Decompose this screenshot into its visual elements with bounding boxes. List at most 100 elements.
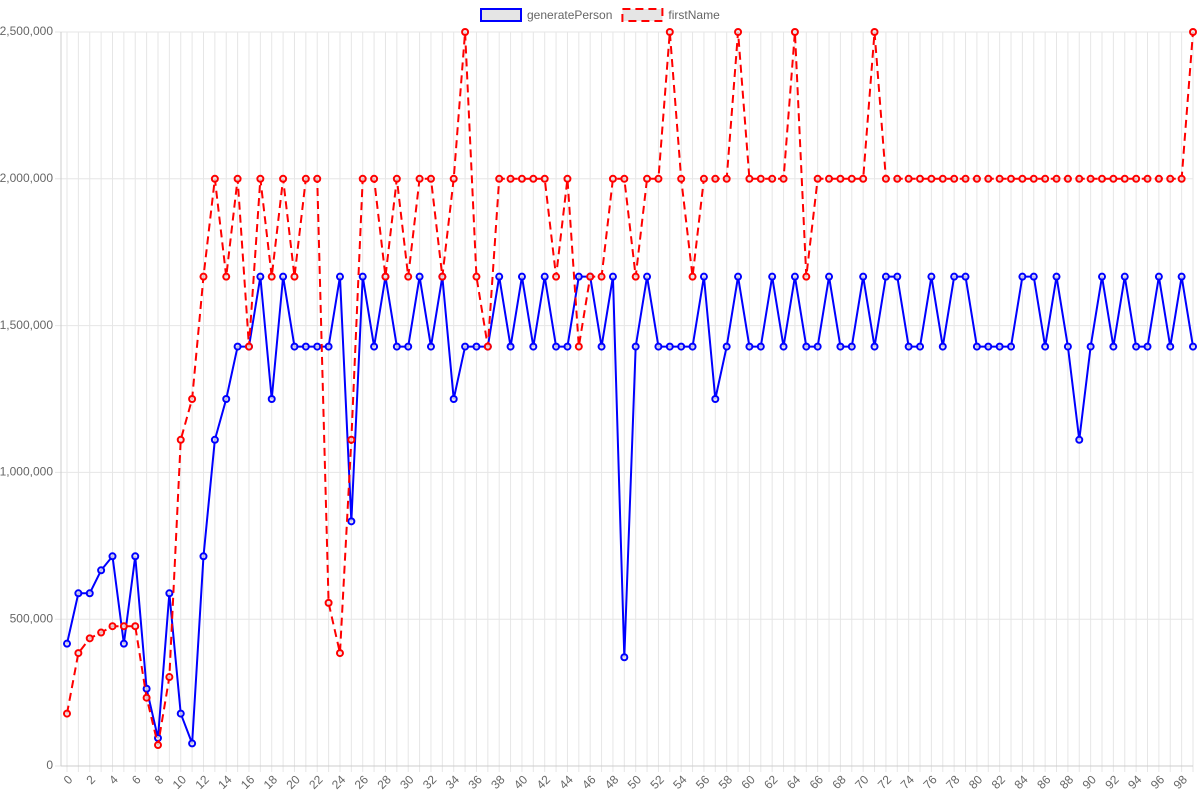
legend-label: generatePerson (527, 8, 612, 22)
x-tick-label: 46 (579, 772, 599, 792)
data-point (1052, 174, 1061, 183)
x-tick-label: 16 (238, 772, 258, 792)
data-point (506, 342, 515, 351)
y-tick-label: 1,000,000 (0, 465, 53, 479)
y-tick-label: 500,000 (10, 611, 54, 625)
data-point (961, 272, 970, 281)
data-point (290, 342, 299, 351)
data-point (1154, 174, 1163, 183)
data-point (847, 342, 856, 351)
data-point (540, 272, 549, 281)
x-tick-label: 40 (511, 772, 531, 792)
data-point (586, 272, 595, 281)
data-point (1143, 174, 1152, 183)
data-point (472, 342, 481, 351)
data-point (620, 653, 629, 662)
data-point (1063, 342, 1072, 351)
data-point (847, 174, 856, 183)
y-tick-label: 1,500,000 (0, 318, 53, 332)
x-tick-label: 8 (152, 772, 167, 787)
x-tick-label: 98 (1171, 772, 1191, 792)
data-point (881, 272, 890, 281)
data-point (904, 174, 913, 183)
legend-item[interactable]: generatePerson (480, 8, 612, 22)
data-point (734, 272, 743, 281)
data-point (74, 589, 83, 598)
data-point (540, 174, 549, 183)
data-point (301, 342, 310, 351)
x-tick-label: 50 (625, 772, 645, 792)
data-point (188, 739, 197, 748)
data-point (1007, 342, 1016, 351)
data-point (745, 342, 754, 351)
data-point (426, 174, 435, 183)
data-point (654, 174, 663, 183)
data-point (677, 342, 686, 351)
data-point (688, 342, 697, 351)
data-point (222, 272, 231, 281)
data-point (722, 174, 731, 183)
data-point (85, 634, 94, 643)
data-point (1086, 174, 1095, 183)
x-tick-label: 52 (647, 772, 667, 792)
x-tick-label: 48 (602, 772, 622, 792)
data-point (1120, 272, 1129, 281)
data-point (1098, 174, 1107, 183)
data-point (324, 598, 333, 607)
data-point (404, 272, 413, 281)
data-point (972, 342, 981, 351)
data-point (279, 174, 288, 183)
data-point (153, 741, 162, 750)
data-point (176, 709, 185, 718)
data-point (74, 649, 83, 658)
x-tick-label: 78 (943, 772, 963, 792)
data-point (97, 628, 106, 637)
data-point (517, 174, 526, 183)
data-point (802, 342, 811, 351)
data-point (1109, 342, 1118, 351)
data-point (1154, 272, 1163, 281)
data-point (779, 342, 788, 351)
x-tick-label: 24 (329, 772, 349, 792)
data-point (927, 272, 936, 281)
data-point (972, 174, 981, 183)
data-point (893, 272, 902, 281)
legend-item[interactable]: firstName (621, 8, 720, 22)
data-point (859, 272, 868, 281)
data-point (779, 174, 788, 183)
data-point (768, 174, 777, 183)
data-point (165, 673, 174, 682)
data-point (119, 639, 128, 648)
data-point (1075, 435, 1084, 444)
data-point (85, 589, 94, 598)
data-point (552, 342, 561, 351)
data-point (836, 174, 845, 183)
x-tick-label: 94 (1125, 772, 1145, 792)
legend-swatch (621, 8, 664, 22)
data-point (1177, 174, 1186, 183)
data-point (199, 272, 208, 281)
data-point (472, 272, 481, 281)
x-tick-label: 14 (215, 772, 235, 792)
data-point (426, 342, 435, 351)
data-point (904, 342, 913, 351)
x-tick-label: 60 (738, 772, 758, 792)
data-point (404, 342, 413, 351)
x-tick-label: 12 (193, 772, 213, 792)
data-point (563, 342, 572, 351)
data-point (1018, 272, 1027, 281)
x-tick-label: 84 (1011, 772, 1031, 792)
data-point (631, 272, 640, 281)
data-point (711, 174, 720, 183)
data-point (233, 342, 242, 351)
data-point (347, 435, 356, 444)
x-tick-label: 80 (966, 772, 986, 792)
data-point (108, 552, 117, 561)
data-point (1029, 272, 1038, 281)
data-point (665, 28, 674, 36)
data-point (870, 342, 879, 351)
data-point (1052, 272, 1061, 281)
data-point (517, 272, 526, 281)
data-point (335, 649, 344, 658)
